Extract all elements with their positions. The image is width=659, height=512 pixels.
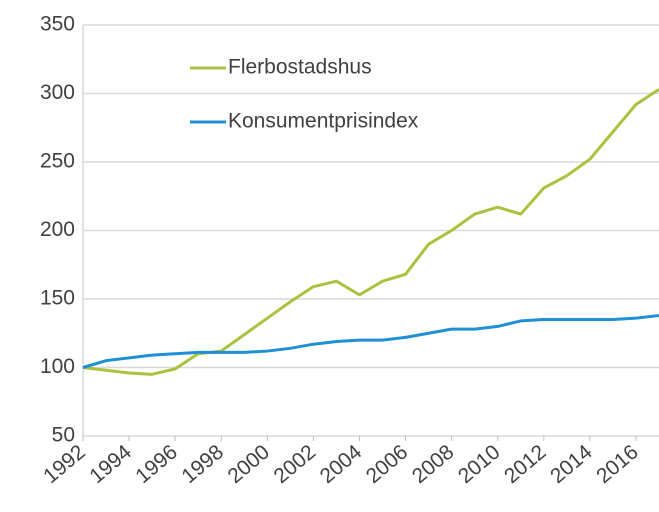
x-tick-label: 2004 <box>316 440 367 488</box>
x-tick-label: 2010 <box>454 440 505 488</box>
line-series <box>82 88 659 376</box>
x-tick-label: 2008 <box>408 440 459 488</box>
legend-label: Flerbostadshus <box>228 56 372 79</box>
x-tick-label: 2016 <box>592 440 643 488</box>
x-tick-label: 1998 <box>177 440 228 488</box>
x-tick-label: 2006 <box>362 440 413 488</box>
y-tick-label: 150 <box>40 287 75 310</box>
y-tick-label: 100 <box>40 355 75 378</box>
x-tick-label: 2014 <box>546 440 597 488</box>
legend-label: Konsumentprisindex <box>228 110 419 133</box>
x-tick-label: 1994 <box>85 440 136 488</box>
y-tick-label: 350 <box>40 13 75 36</box>
x-tick-label: 1992 <box>39 440 90 488</box>
y-tick-label: 50 <box>52 424 75 447</box>
x-tick-label: 2000 <box>224 440 275 488</box>
y-tick-label: 200 <box>40 218 75 241</box>
y-tick-label: 300 <box>40 81 75 104</box>
y-tick-label: 250 <box>40 150 75 173</box>
x-tick-label: 2012 <box>500 440 551 488</box>
x-tick-label: 2002 <box>270 440 321 488</box>
line-series <box>82 313 659 369</box>
x-tick-label: 1996 <box>131 440 182 488</box>
